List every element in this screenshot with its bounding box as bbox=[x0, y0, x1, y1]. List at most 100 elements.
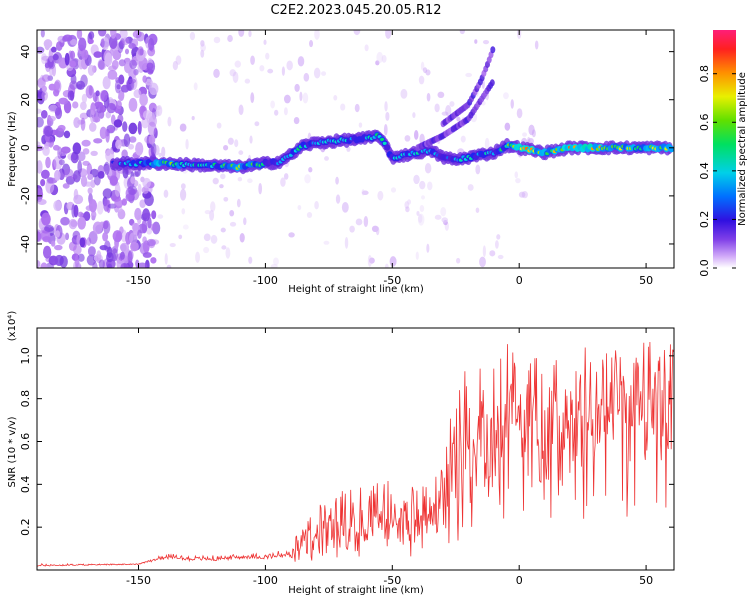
faint-blob bbox=[212, 177, 219, 185]
faint-blob bbox=[459, 30, 465, 35]
faint-blob bbox=[234, 139, 239, 148]
faint-blob bbox=[324, 156, 329, 161]
faint-blob bbox=[216, 122, 222, 129]
noise-blob bbox=[99, 90, 108, 102]
faint-blob bbox=[238, 30, 245, 37]
noise-blob bbox=[81, 49, 89, 60]
x-tick-label: -50 bbox=[383, 274, 401, 287]
faint-blob bbox=[381, 54, 387, 63]
noise-blob bbox=[62, 34, 73, 42]
noise-blob bbox=[63, 168, 74, 179]
snr-y-tick-label: 0.6 bbox=[19, 433, 32, 451]
noise-blob bbox=[137, 46, 144, 56]
faint-blob bbox=[250, 92, 255, 104]
noise-blob bbox=[123, 133, 131, 148]
noise-blob bbox=[41, 90, 48, 101]
faint-blob bbox=[434, 103, 440, 113]
noise-blob bbox=[121, 198, 128, 206]
noise-blob bbox=[130, 176, 136, 184]
noise-blob bbox=[81, 139, 91, 147]
faint-blob bbox=[283, 94, 291, 104]
noise-blob bbox=[55, 41, 63, 51]
noise-blob bbox=[89, 109, 95, 123]
snr-series-line bbox=[37, 341, 674, 567]
noise-blob bbox=[52, 53, 59, 61]
colorbar-tick-label: 0.6 bbox=[698, 114, 711, 131]
faint-blob bbox=[200, 40, 205, 47]
noise-blob bbox=[41, 85, 47, 92]
faint-blob bbox=[258, 182, 263, 195]
faint-blob bbox=[248, 256, 253, 264]
faint-blob bbox=[434, 214, 442, 220]
noise-blob bbox=[99, 104, 107, 113]
noise-blob bbox=[110, 30, 117, 39]
noise-blob bbox=[87, 173, 94, 180]
faint-blob bbox=[413, 174, 420, 185]
faint-blob bbox=[309, 40, 314, 48]
noise-blob bbox=[68, 218, 78, 230]
faint-blob bbox=[419, 204, 425, 212]
faint-blob bbox=[482, 40, 490, 45]
faint-blob bbox=[367, 255, 372, 267]
snr-xlabel: Height of straight line (km) bbox=[288, 585, 424, 596]
faint-blob bbox=[204, 209, 211, 215]
noise-blob bbox=[58, 97, 69, 105]
faint-blob bbox=[361, 190, 369, 196]
noise-blob bbox=[63, 130, 71, 139]
noise-blob bbox=[97, 171, 105, 179]
faint-blob bbox=[189, 31, 196, 41]
noise-blob bbox=[87, 187, 93, 195]
noise-blob bbox=[45, 156, 51, 169]
noise-blob bbox=[147, 121, 157, 136]
noise-blob bbox=[150, 257, 157, 264]
noise-blob bbox=[128, 78, 137, 84]
faint-blob bbox=[254, 121, 260, 127]
noise-blob bbox=[48, 115, 56, 122]
noise-blob bbox=[72, 101, 79, 109]
noise-blob bbox=[130, 241, 139, 252]
snr-y-tick-label: 0.2 bbox=[19, 518, 32, 536]
faint-blob bbox=[314, 30, 320, 40]
noise-blob bbox=[53, 155, 63, 170]
noise-blob bbox=[85, 85, 95, 99]
noise-blob bbox=[65, 232, 70, 241]
noise-blob bbox=[53, 81, 61, 91]
noise-blob bbox=[53, 88, 60, 97]
faint-blob bbox=[527, 137, 534, 145]
faint-blob bbox=[384, 101, 388, 112]
noise-blob bbox=[69, 60, 77, 68]
faint-blob bbox=[294, 83, 300, 92]
faint-blob bbox=[220, 173, 226, 180]
noise-blob bbox=[103, 161, 110, 175]
noise-blob bbox=[87, 246, 96, 257]
noise-blob bbox=[78, 37, 87, 52]
faint-blob bbox=[516, 108, 523, 119]
faint-blob bbox=[417, 213, 425, 226]
faint-blob bbox=[179, 123, 187, 132]
noise-blob bbox=[43, 39, 53, 49]
faint-blob bbox=[407, 199, 412, 205]
figure-title: C2E2.2023.045.20.05.R12 bbox=[270, 3, 441, 18]
branch-blob bbox=[489, 79, 495, 87]
noise-blob bbox=[80, 117, 86, 131]
noise-blob bbox=[81, 93, 88, 104]
noise-blob bbox=[107, 69, 118, 80]
faint-blob bbox=[219, 184, 224, 189]
faint-blob bbox=[238, 150, 244, 155]
faint-blob bbox=[306, 211, 313, 218]
faint-blob bbox=[181, 208, 186, 215]
noise-blob bbox=[109, 103, 116, 110]
x-tick-label: -100 bbox=[253, 274, 278, 287]
noise-blob bbox=[47, 177, 58, 184]
noise-blob bbox=[37, 198, 47, 206]
noise-blob bbox=[146, 238, 156, 247]
noise-blob bbox=[150, 142, 157, 157]
noise-blob bbox=[116, 100, 122, 110]
colorbar-tick-label: 0.0 bbox=[698, 259, 711, 277]
faint-blob bbox=[340, 103, 346, 111]
faint-blob bbox=[514, 171, 519, 179]
faint-blob bbox=[335, 176, 339, 185]
faint-blob bbox=[341, 201, 349, 213]
snr-x-tick-label: -150 bbox=[126, 574, 151, 587]
noise-blob bbox=[51, 46, 57, 53]
